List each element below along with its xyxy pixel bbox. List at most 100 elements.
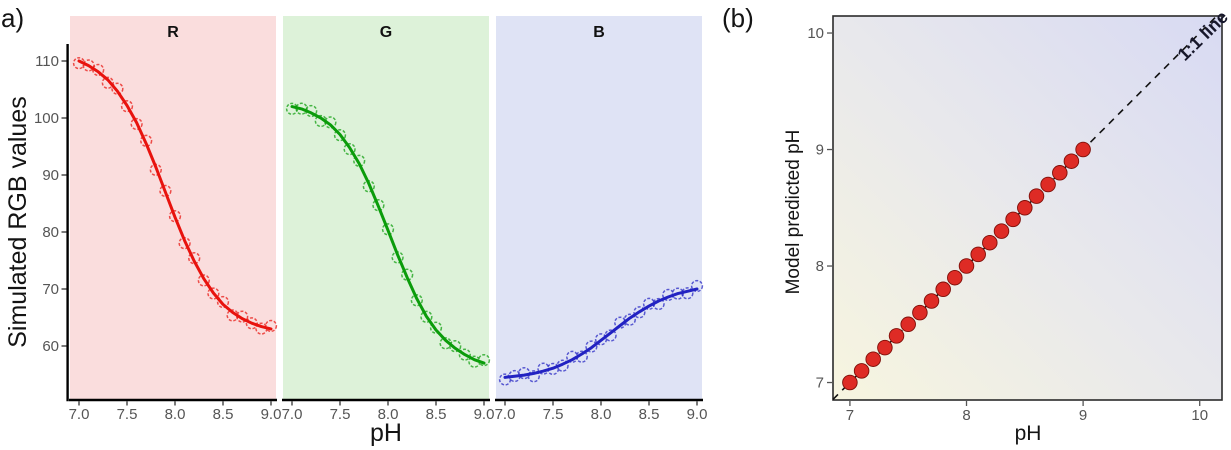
data-point-G bbox=[324, 116, 337, 129]
x-tick-label: 8 bbox=[962, 407, 970, 424]
data-point-G bbox=[314, 114, 327, 128]
panel-a-x-axis-title: pH bbox=[370, 419, 402, 447]
data-point bbox=[947, 269, 963, 286]
data-point bbox=[982, 234, 998, 251]
data-point-R bbox=[130, 117, 143, 131]
data-point-B bbox=[546, 362, 560, 376]
fit-curve-R bbox=[77, 59, 273, 331]
data-point bbox=[877, 339, 893, 356]
data-point bbox=[993, 223, 1010, 239]
data-point-B bbox=[671, 287, 684, 300]
data-point-G bbox=[381, 223, 395, 236]
y-tick-label: 80 bbox=[42, 224, 59, 241]
y-tick-label: 10 bbox=[807, 25, 824, 42]
data-point-G bbox=[429, 321, 443, 334]
data-point-R bbox=[111, 82, 124, 95]
y-tick-label: 100 bbox=[34, 110, 59, 127]
y-tick-label: 60 bbox=[42, 338, 59, 355]
data-point-R bbox=[120, 100, 134, 113]
y-tick-label: 110 bbox=[35, 53, 59, 70]
data-point-B bbox=[623, 313, 636, 326]
panel-a-label: a) bbox=[1, 3, 25, 33]
data-point-G bbox=[468, 355, 481, 368]
data-point-B bbox=[652, 297, 665, 311]
data-point bbox=[865, 351, 881, 367]
data-point-R bbox=[226, 309, 239, 322]
x-tick-label: 8.0 bbox=[591, 406, 612, 423]
data-point-B bbox=[556, 359, 569, 372]
data-point-R bbox=[236, 310, 249, 323]
y-tick-label: 70 bbox=[42, 281, 59, 298]
data-point bbox=[853, 363, 870, 379]
facet-strip-label: R bbox=[167, 24, 179, 41]
x-tick-label: 8.0 bbox=[378, 406, 399, 423]
data-point-B bbox=[633, 306, 646, 319]
y-tick-label: 7 bbox=[816, 375, 824, 392]
data-point-G bbox=[477, 353, 491, 367]
data-point-B bbox=[585, 340, 598, 353]
data-point-R bbox=[140, 134, 153, 147]
data-point-G bbox=[343, 142, 356, 156]
facet-B: B 7.0 7.5 8.0 8.5 9.0 bbox=[495, 16, 708, 423]
data-point-B bbox=[642, 297, 656, 310]
data-point-R bbox=[159, 184, 172, 198]
x-tick-label: 9.0 bbox=[474, 406, 495, 423]
data-point-G bbox=[401, 268, 414, 281]
data-point-R bbox=[264, 319, 278, 333]
x-tick-label: 7.0 bbox=[282, 406, 303, 423]
fit-curve-G bbox=[290, 105, 486, 365]
y-tick-label: 90 bbox=[42, 167, 59, 184]
data-point-G bbox=[333, 129, 347, 142]
data-point-B bbox=[498, 373, 512, 386]
data-point-R bbox=[245, 317, 258, 330]
data-point-G bbox=[420, 310, 433, 323]
data-point bbox=[1040, 176, 1056, 193]
facet-R: R 7.0 7.5 8.0 8.5 9.0 bbox=[69, 16, 282, 423]
data-point-G bbox=[449, 340, 462, 353]
data-point-B bbox=[681, 287, 694, 300]
data-point-B bbox=[594, 333, 608, 346]
data-point-R bbox=[149, 163, 162, 176]
data-point-R bbox=[197, 274, 210, 287]
data-point-R bbox=[216, 295, 230, 309]
data-point bbox=[900, 316, 916, 333]
data-point bbox=[1017, 200, 1033, 216]
data-point-G bbox=[391, 251, 404, 264]
x-tick-label: 9.0 bbox=[261, 406, 282, 423]
data-point bbox=[1063, 153, 1080, 169]
data-point-R bbox=[101, 76, 114, 89]
data-point-B bbox=[537, 362, 550, 375]
y-tick-label: 8 bbox=[816, 258, 824, 275]
x-tick-label: 8.5 bbox=[426, 406, 447, 423]
data-point bbox=[935, 281, 951, 298]
x-tick-label: 8.5 bbox=[213, 406, 234, 423]
data-point-B bbox=[614, 316, 627, 329]
x-tick-label: 7 bbox=[846, 407, 854, 424]
x-tick-label: 7.5 bbox=[543, 406, 564, 423]
data-point-B bbox=[690, 279, 704, 293]
data-point bbox=[958, 258, 975, 274]
data-point-B bbox=[527, 370, 540, 383]
x-tick-label: 10 bbox=[1191, 407, 1208, 424]
data-point-G bbox=[285, 102, 299, 115]
data-point-B bbox=[604, 329, 617, 342]
panel-b-x-axis-title: pH bbox=[1014, 422, 1042, 445]
data-point-G bbox=[458, 348, 471, 361]
facet-panel-bg bbox=[496, 16, 702, 400]
facet-panel-bg bbox=[283, 16, 489, 400]
data-point-B bbox=[508, 369, 521, 383]
x-tick-label: 9.0 bbox=[687, 406, 708, 423]
y-tick-label: 9 bbox=[816, 142, 824, 159]
data-point-G bbox=[410, 294, 423, 307]
data-point-B bbox=[662, 288, 675, 302]
x-tick-label: 8.0 bbox=[165, 406, 186, 423]
data-point bbox=[842, 374, 858, 391]
x-tick-label: 9 bbox=[1079, 407, 1087, 424]
data-point bbox=[1075, 141, 1091, 158]
x-tick-label: 8.5 bbox=[639, 406, 660, 423]
facet-strip-label: G bbox=[380, 24, 392, 41]
data-point-R bbox=[92, 63, 105, 77]
x-tick-label: 7.5 bbox=[117, 406, 138, 423]
